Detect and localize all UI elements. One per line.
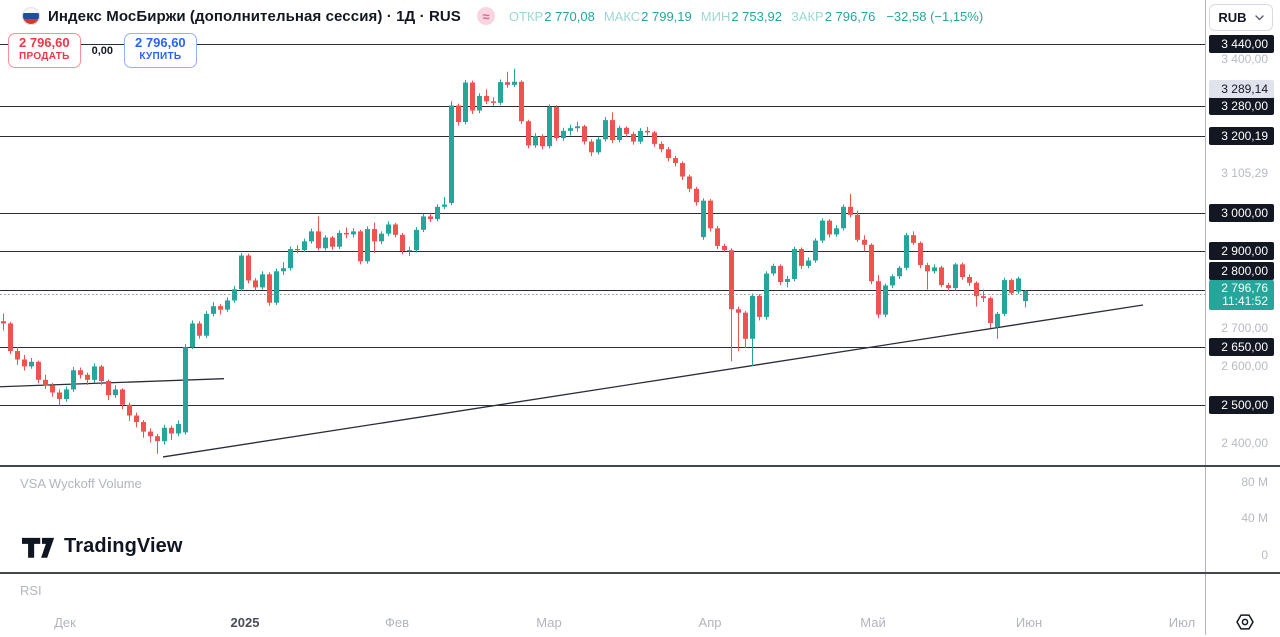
time-axis-label[interactable]: 2025	[230, 615, 260, 630]
volume-pane-label[interactable]: VSA Wyckoff Volume	[20, 476, 142, 491]
candlestick-series	[1, 68, 1028, 454]
chevron-down-icon	[1254, 14, 1264, 20]
time-axis-label[interactable]: Июн	[1015, 615, 1043, 630]
time-axis-label[interactable]: Апр	[698, 615, 722, 630]
change-value: −32,58 (−1,15%)	[886, 8, 984, 24]
price-level-lines	[0, 44, 1205, 406]
high-value: 2 799,19	[641, 8, 692, 24]
price-axis-tick: 2 400,00	[1221, 436, 1268, 451]
volume-axis-tick: 80 M	[1241, 475, 1268, 489]
alert-price-badge: 3 289,14	[1209, 80, 1274, 99]
spread-value: 0,00	[89, 44, 116, 57]
time-axis-label[interactable]: Фев	[384, 615, 410, 630]
price-axis-tick: 3 105,29	[1221, 165, 1268, 180]
volume-axis-tick: 40 M	[1241, 511, 1268, 525]
current-price-badge: 2 796,76 11:41:52	[1209, 279, 1274, 310]
chart-canvas[interactable]	[0, 0, 1205, 635]
price-axis-tick: 3 400,00	[1221, 52, 1268, 67]
price-level-badge: 2 500,00	[1209, 395, 1274, 414]
pane-separator-rsi[interactable]	[0, 572, 1280, 574]
sell-price: 2 796,60	[19, 35, 70, 50]
synthetic-data-icon[interactable]: ≈	[476, 7, 495, 25]
price-level-badge: 3 000,00	[1209, 203, 1274, 222]
tradingview-logo-text: TradingView	[64, 535, 183, 557]
buy-price: 2 796,60	[135, 35, 186, 50]
close-value: 2 796,76	[824, 8, 876, 24]
chart-legend: Индекс МосБиржи (дополнительная сессия) …	[22, 5, 983, 27]
close-label: ЗАКР	[790, 8, 824, 24]
price-axis-tick: 2 700,00	[1221, 321, 1268, 336]
tradingview-logo[interactable]: TradingView	[22, 535, 183, 558]
price-level-badge: 3 200,19	[1209, 127, 1274, 146]
buy-button[interactable]: 2 796,60 КУПИТЬ	[124, 33, 197, 68]
price-level-badge: 2 650,00	[1209, 338, 1274, 357]
open-value: 2 770,08	[544, 8, 595, 24]
price-level-badge: 2 900,00	[1209, 242, 1274, 261]
pane-separator-volume[interactable]	[0, 465, 1280, 467]
volume-axis-tick: 0	[1261, 548, 1268, 562]
time-axis-label[interactable]: Июл	[1168, 615, 1196, 630]
low-value: 2 753,92	[731, 8, 782, 24]
open-label: ОТКР	[508, 8, 544, 24]
high-label: МАКС	[603, 8, 641, 24]
sell-label: ПРОДАТЬ	[19, 51, 70, 62]
currency-label: RUB	[1218, 10, 1247, 25]
russia-flag-icon	[22, 7, 40, 25]
price-level-badge: 3 280,00	[1209, 96, 1274, 115]
time-axis-label[interactable]: Май	[860, 615, 886, 630]
rsi-pane-label[interactable]: RSI	[20, 583, 42, 598]
price-scale[interactable]: 3 440,00 3 280,00 3 200,19 3 000,00 2 900,00…	[1205, 0, 1280, 635]
tradingview-logo-icon	[22, 537, 55, 558]
symbol-title[interactable]: Индекс МосБиржи (дополнительная сессия) …	[48, 7, 461, 25]
price-axis-tick: 2 600,00	[1221, 359, 1268, 374]
ohlc-values: ОТКР 2 770,08 МАКС 2 799,19 МИН 2 753,92…	[509, 9, 983, 24]
sell-button[interactable]: 2 796,60 ПРОДАТЬ	[8, 33, 81, 68]
buy-label: КУПИТЬ	[139, 51, 182, 62]
time-axis-label[interactable]: Дек	[54, 615, 76, 630]
axis-settings-icon[interactable]	[1235, 612, 1255, 637]
trade-panel: 2 796,60 ПРОДАТЬ 0,00 2 796,60 КУПИТЬ	[8, 33, 197, 68]
time-axis-label[interactable]: Мар	[536, 615, 562, 630]
price-level-badge: 3 440,00	[1209, 35, 1274, 54]
price-level-badge: 2 800,00	[1209, 261, 1274, 280]
currency-selector[interactable]: RUB	[1209, 4, 1273, 31]
low-label: МИН	[700, 8, 731, 24]
